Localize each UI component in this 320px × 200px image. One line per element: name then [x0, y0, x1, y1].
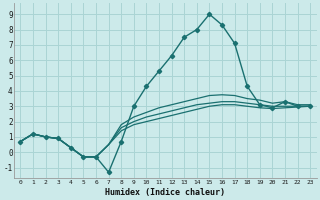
X-axis label: Humidex (Indice chaleur): Humidex (Indice chaleur) [105, 188, 225, 197]
